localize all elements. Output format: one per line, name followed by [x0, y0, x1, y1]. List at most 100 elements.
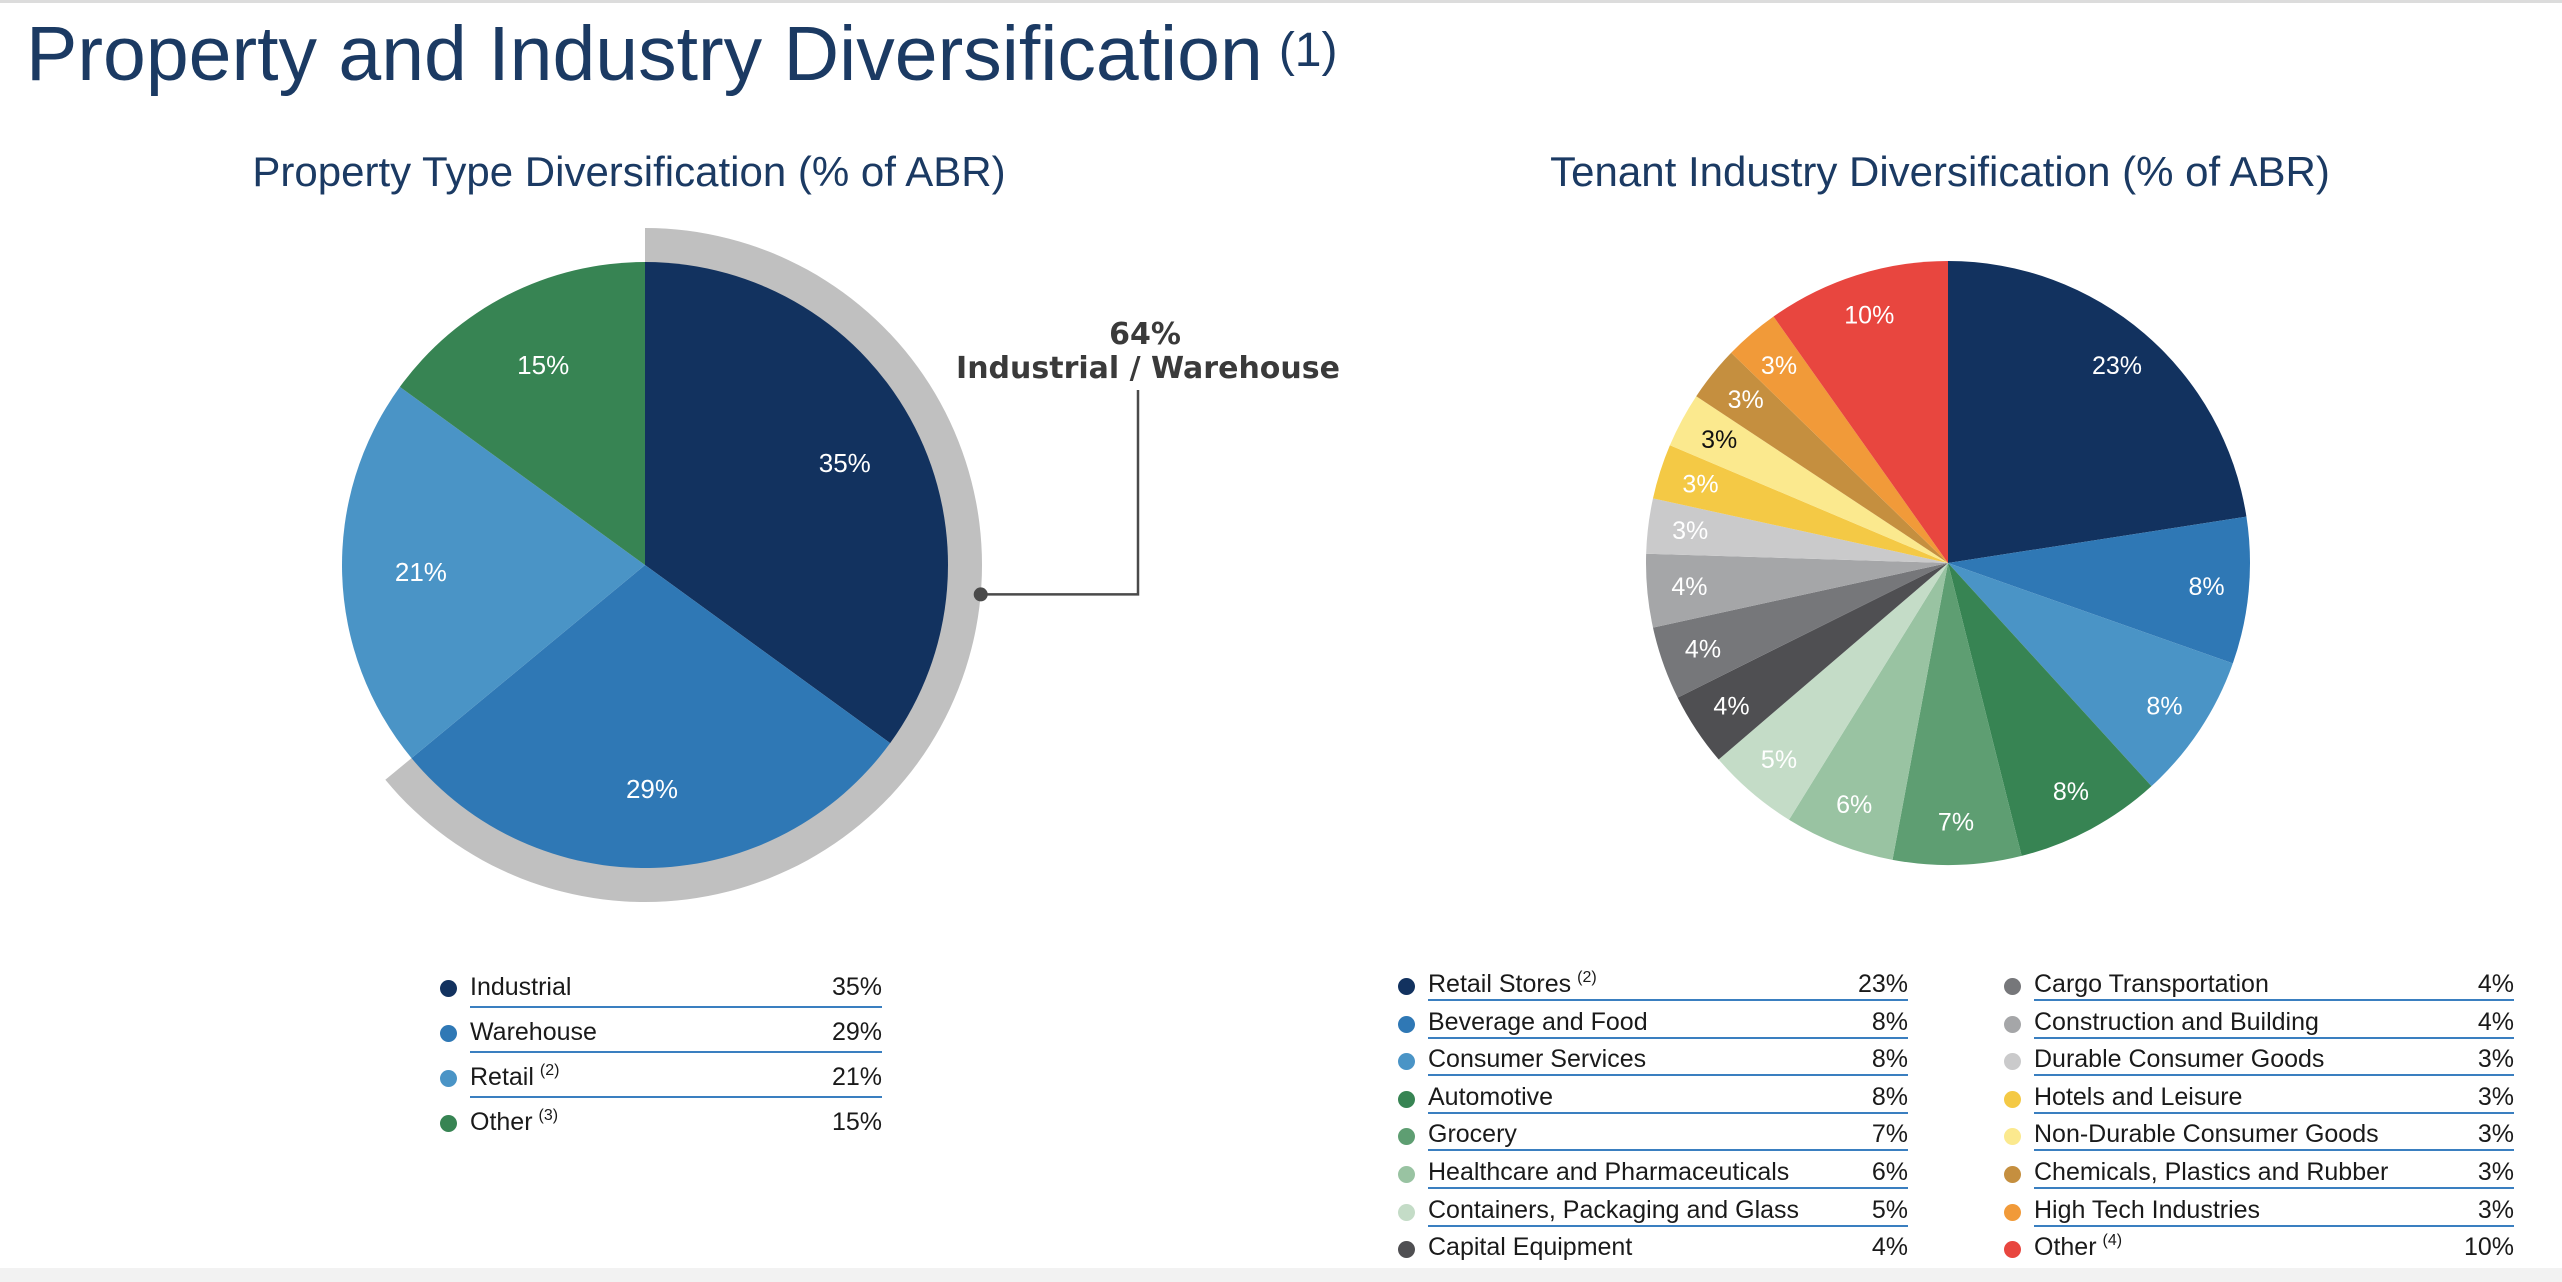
- legend-footnote: (2): [539, 1062, 560, 1079]
- legend-label: Other (3): [470, 1107, 559, 1136]
- legend-item-other: Other (4) 10%: [2004, 1232, 2514, 1262]
- legend-label: Chemicals, Plastics and Rubber: [2034, 1157, 2389, 1186]
- legend-value: 3%: [2477, 1157, 2514, 1186]
- slice-label-other: 15%: [517, 350, 569, 380]
- slice-label-healthcare-and-pharmaceuticals: 6%: [1836, 791, 1872, 819]
- slice-label-automotive: 8%: [2053, 778, 2089, 806]
- slice-label-containers-packaging-and-glass: 5%: [1761, 746, 1797, 774]
- slice-retail-stores: [1948, 261, 2247, 563]
- legend-swatch: [1398, 1203, 1415, 1221]
- slice-label-consumer-services: 8%: [2146, 693, 2182, 721]
- legend-value: 7%: [1871, 1120, 1908, 1149]
- legend-value: 4%: [2477, 970, 2514, 998]
- highlight-ring: [385, 228, 983, 903]
- legend-label: Retail Stores (2): [1428, 969, 1597, 998]
- slice-high-tech-industries: [1731, 316, 1948, 563]
- slice-warehouse: [411, 565, 891, 869]
- legend-label: Cargo Transportation: [2034, 970, 2269, 998]
- legend-value: 8%: [1871, 1007, 1908, 1036]
- legend-swatch: [2004, 1203, 2021, 1221]
- page-title-text: Property and Industry Diversification: [26, 11, 1263, 97]
- legend-swatch: [2004, 1128, 2021, 1146]
- slice-label-non-durable-consumer-goods: 3%: [1701, 426, 1737, 454]
- legend-value: 35%: [831, 973, 882, 1001]
- legend-item-consumer-services: Consumer Services 8%: [1398, 1045, 1908, 1077]
- slice-label-warehouse: 29%: [626, 774, 678, 804]
- legend-label: Durable Consumer Goods: [2034, 1045, 2325, 1074]
- slice-label-hotels-and-leisure: 3%: [1682, 470, 1718, 498]
- slice-label-construction-and-building: 4%: [1671, 573, 1707, 601]
- legend-footnote: (3): [538, 1107, 559, 1124]
- slice-non-durable-consumer-goods: [1669, 396, 1948, 563]
- legend-swatch: [1398, 1053, 1415, 1071]
- slice-containers-packaging-and-glass: [1718, 563, 1948, 820]
- legend-value: 5%: [1871, 1195, 1908, 1224]
- legend-value: 15%: [831, 1108, 882, 1136]
- legend-value: 3%: [2477, 1082, 2514, 1111]
- legend-label: Construction and Building: [2034, 1007, 2319, 1036]
- page-title: Property and Industry Diversification (1): [26, 10, 1337, 99]
- legend-label: High Tech Industries: [2034, 1195, 2261, 1224]
- slice-label-retail: 21%: [395, 557, 447, 587]
- legend-item-other: Other (3) 15%: [440, 1105, 882, 1141]
- slice-durable-consumer-goods: [1646, 498, 1948, 563]
- property-chart-title: Property Type Diversification (% of ABR): [252, 148, 1006, 195]
- legend-swatch: [2004, 1015, 2021, 1033]
- legend-swatch: [1398, 1165, 1415, 1183]
- slice-automotive: [1948, 563, 2152, 856]
- legend-label: Healthcare and Pharmaceuticals: [1428, 1157, 1790, 1186]
- industry-chart-title: Tenant Industry Diversification (% of AB…: [1550, 148, 2330, 195]
- legend-swatch: [1398, 1015, 1415, 1033]
- legend-label: Consumer Services: [1428, 1045, 1647, 1074]
- legend-value: 3%: [2477, 1195, 2514, 1224]
- legend-label: Capital Equipment: [1428, 1233, 1633, 1262]
- legend-value: 23%: [1857, 970, 1908, 998]
- legend-label: Containers, Packaging and Glass: [1428, 1195, 1800, 1224]
- slice-chemicals-plastics-and-rubber: [1696, 352, 1948, 563]
- legend-item-automotive: Automotive 8%: [1398, 1082, 1908, 1114]
- legend-item-hotels-and-leisure: Hotels and Leisure 3%: [2004, 1082, 2514, 1114]
- legend-label: Industrial: [470, 973, 572, 1001]
- slice-construction-and-building: [1645, 553, 1948, 628]
- legend-swatch: [440, 1025, 457, 1042]
- slice-other: [1773, 261, 1948, 563]
- legend-item-construction-and-building: Construction and Building 4%: [2004, 1007, 2514, 1039]
- slice-grocery: [1892, 563, 2022, 866]
- legend-item-industrial: Industrial 35%: [440, 970, 882, 1008]
- slice-label-grocery: 7%: [1938, 809, 1974, 837]
- legend-item-containers-packaging-and-glass: Containers, Packaging and Glass 5%: [1398, 1195, 1908, 1227]
- legend-value: 3%: [2477, 1045, 2514, 1074]
- legend-item-non-durable-consumer-goods: Non-Durable Consumer Goods 3%: [2004, 1120, 2514, 1152]
- slice-label-cargo-transportation: 4%: [1685, 635, 1721, 663]
- legend-swatch: [2004, 1165, 2021, 1183]
- legend-swatch: [2004, 978, 2021, 995]
- legend-value: 6%: [1871, 1157, 1908, 1186]
- legend-value: 4%: [1871, 1233, 1908, 1262]
- slice-industrial: [645, 262, 948, 744]
- legend-value: 8%: [1871, 1082, 1908, 1111]
- slice-label-capital-equipment: 4%: [1713, 693, 1749, 721]
- legend-value: 10%: [2463, 1233, 2514, 1262]
- slice-label-beverage-and-food: 8%: [2189, 573, 2225, 601]
- slice-label-durable-consumer-goods: 3%: [1672, 517, 1708, 545]
- legend-item-retail: Retail (2) 21%: [440, 1060, 882, 1098]
- legend-item-grocery: Grocery 7%: [1398, 1120, 1908, 1152]
- legend-label: Warehouse: [470, 1018, 597, 1046]
- slice-label-chemicals-plastics-and-rubber: 3%: [1728, 386, 1764, 414]
- legend-item-retail-stores: Retail Stores (2) 23%: [1398, 969, 1908, 1001]
- legend-item-high-tech-industries: High Tech Industries 3%: [2004, 1195, 2514, 1227]
- callout-value: 64%: [1109, 317, 1181, 352]
- slice-hotels-and-leisure: [1652, 445, 1948, 563]
- slice-other: [399, 262, 645, 565]
- footer-band: [0, 1268, 2562, 1282]
- top-rule: [0, 0, 2562, 3]
- legend-swatch: [1398, 978, 1415, 995]
- legend-footnote: (2): [1577, 969, 1597, 986]
- legend-label: Non-Durable Consumer Goods: [2034, 1120, 2379, 1149]
- legend-item-healthcare-and-pharmaceuticals: Healthcare and Pharmaceuticals 6%: [1398, 1157, 1908, 1189]
- legend-label: Beverage and Food: [1428, 1007, 1648, 1036]
- legend-label: Other (4): [2034, 1232, 2123, 1262]
- slice-cargo-transportation: [1652, 563, 1948, 698]
- industry-legend-left: Retail Stores (2) 23% Beverage and Food 8% Co…: [1398, 969, 1908, 1269]
